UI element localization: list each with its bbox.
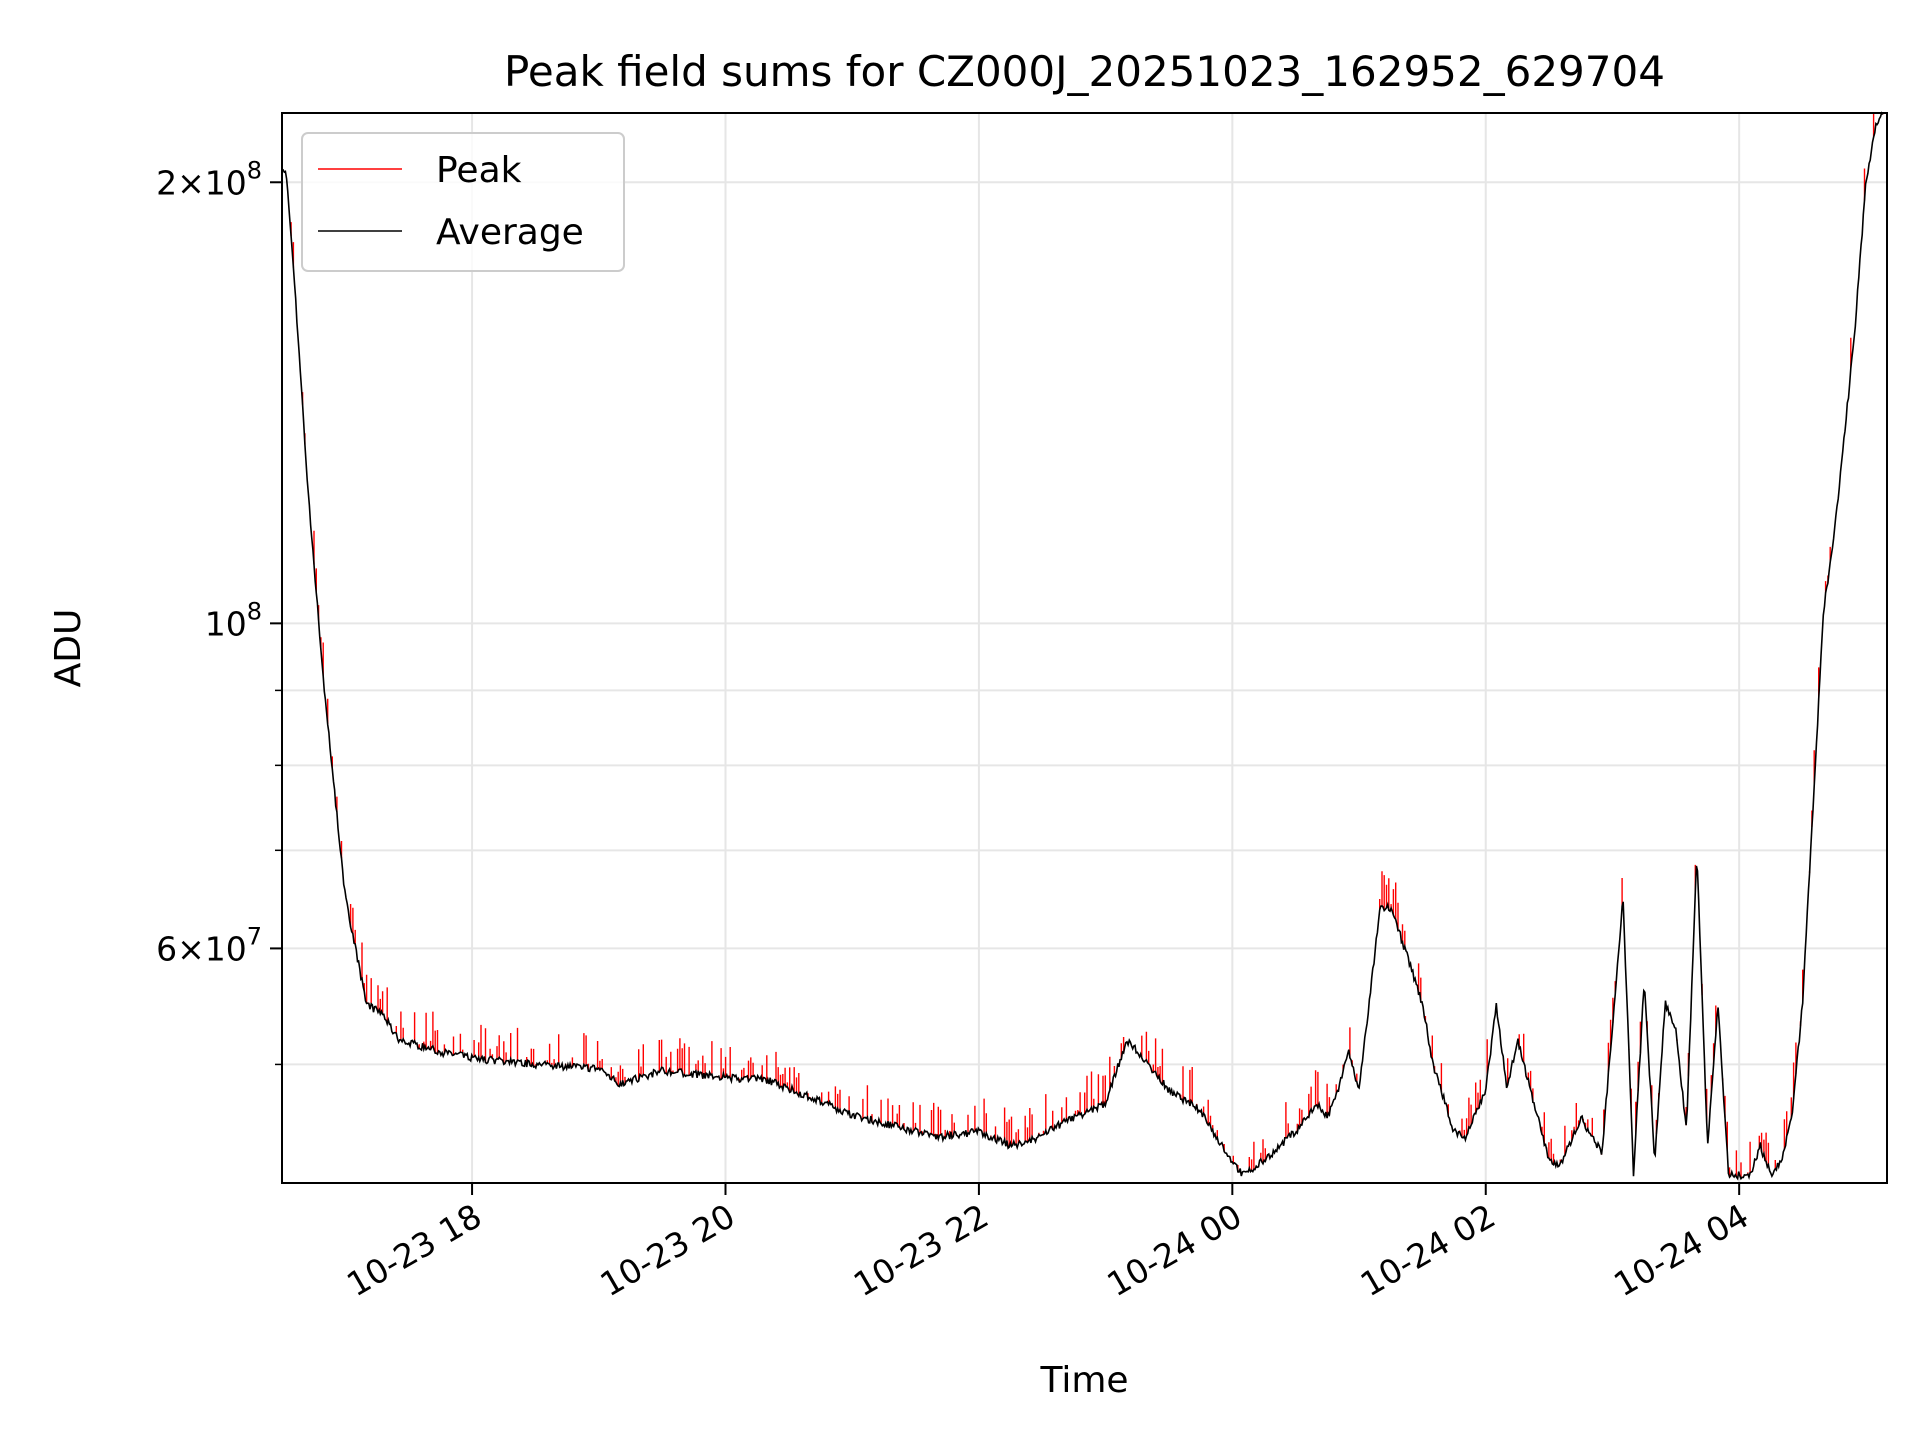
y-tick-label: 6×107 — [156, 922, 262, 968]
y-tick-base: 10 — [205, 929, 247, 968]
x-axis-label: Time — [1039, 1360, 1128, 1401]
legend-average-label: Average — [436, 212, 584, 253]
y-tick-mantissa: 2 — [156, 163, 177, 202]
y-tick-times-sign: × — [177, 163, 205, 202]
y-tick-exponent: 8 — [247, 597, 262, 625]
legend: Peak Average — [301, 132, 625, 272]
y-tick-label: 108 — [205, 597, 262, 643]
y-tick-base: 10 — [205, 163, 247, 202]
plot-frame — [281, 112, 1888, 1184]
y-tick-exponent: 7 — [247, 922, 262, 950]
y-tick-label: 2×108 — [156, 156, 262, 202]
y-tick-times-sign: × — [177, 929, 205, 968]
chart-title: Peak field sums for CZ000J_20251023_1629… — [504, 47, 1665, 96]
average-series — [281, 111, 1884, 1181]
y-tick-exponent: 8 — [247, 156, 262, 184]
average-line — [281, 111, 1884, 1181]
legend-box — [301, 132, 625, 272]
legend-peak-label: Peak — [436, 150, 522, 191]
y-axis-label: ADU — [48, 609, 89, 688]
y-tick-base: 10 — [205, 604, 247, 643]
y-tick-mantissa: 6 — [156, 929, 177, 968]
